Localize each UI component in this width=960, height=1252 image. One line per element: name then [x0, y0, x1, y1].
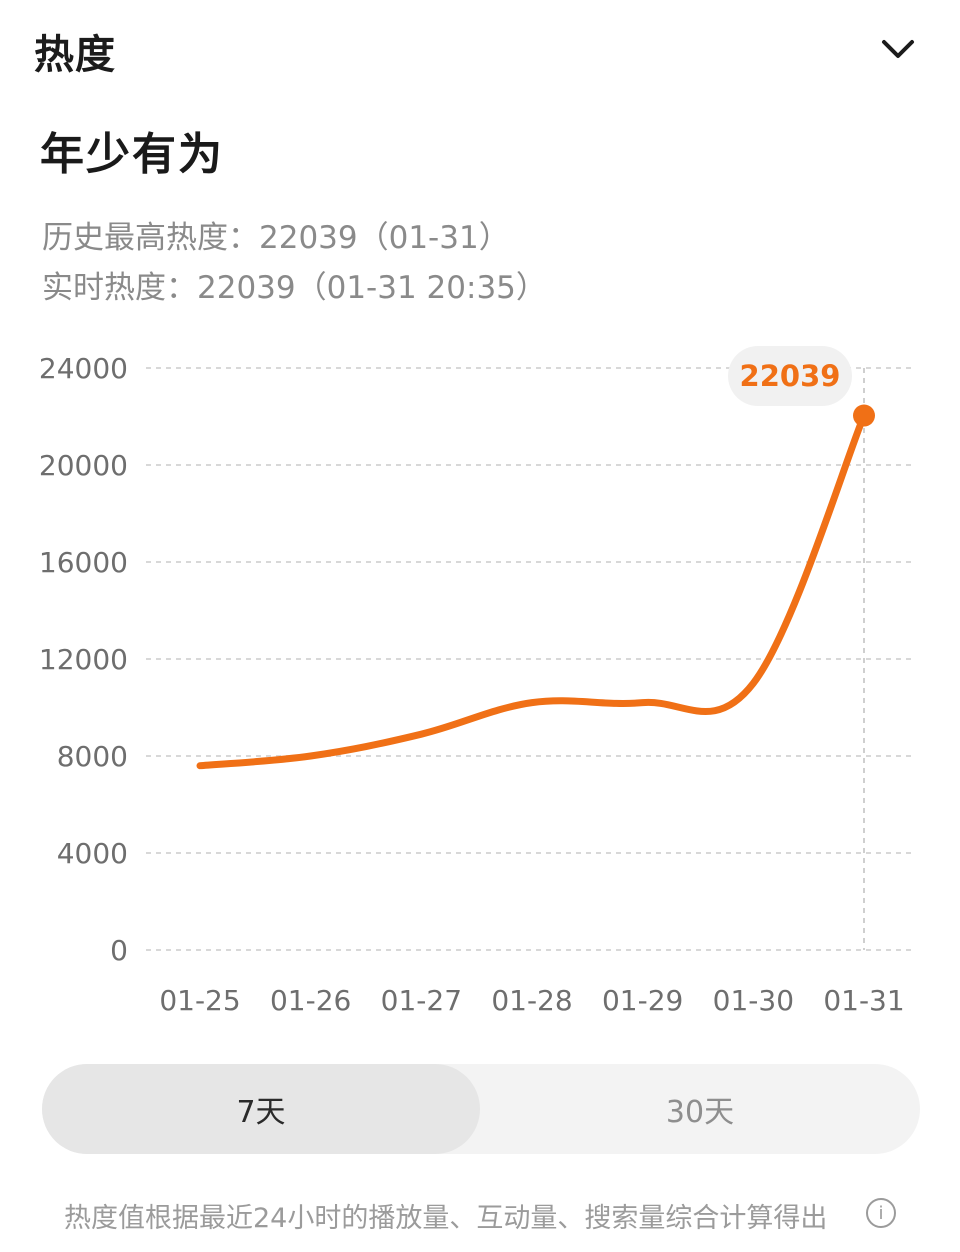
live-heat-text: 实时热度：22039（01-31 20:35） — [42, 270, 547, 306]
y-tick-label: 16000 — [39, 546, 128, 579]
value-bubble — [728, 346, 852, 406]
highlight-point — [853, 404, 875, 427]
x-tick-label: 01-28 — [491, 984, 572, 1017]
y-tick-label: 8000 — [57, 740, 128, 773]
y-tick-label: 12000 — [39, 643, 128, 676]
x-tick-label: 01-30 — [713, 984, 794, 1017]
chart-canvas: 24000 20000 16000 12000 8000 4000 0 01-25 01-26 0… — [39, 346, 916, 1017]
x-tick-label: 01-25 — [159, 984, 240, 1017]
header: 热度 — [0, 0, 960, 100]
section-title: 热度 — [34, 32, 116, 78]
x-tick-label: 01-29 — [602, 984, 683, 1017]
peak-heat-text: 历史最高热度：22039（01-31） — [42, 220, 510, 256]
tab-30-days[interactable]: 30天 — [665, 1095, 735, 1130]
x-tick-label: 01-26 — [270, 984, 351, 1017]
y-tick-label: 0 — [110, 934, 128, 967]
heat-footnote: 热度值根据最近24小时的播放量、互动量、搜索量综合计算得出 — [64, 1203, 828, 1234]
heat-series-line — [196, 412, 868, 770]
x-tick-label: 01-31 — [823, 984, 904, 1017]
value-bubble-label: 22039 — [740, 359, 841, 393]
info-icon[interactable]: i — [866, 1198, 896, 1228]
chevron-down-icon — [882, 40, 914, 58]
y-tick-label: 24000 — [39, 352, 128, 385]
topic-title: 年少有为 — [40, 129, 224, 180]
y-tick-label: 20000 — [39, 449, 128, 482]
range-selector: 7天 30天 — [42, 1064, 920, 1154]
collapse-button[interactable] — [872, 26, 924, 72]
x-tick-label: 01-27 — [381, 984, 462, 1017]
heat-trend-chart: 24000 20000 16000 12000 8000 4000 0 01-25 01-26 0… — [0, 330, 960, 1030]
tab-7-days[interactable]: 7天 — [42, 1064, 480, 1154]
y-tick-label: 4000 — [57, 837, 128, 870]
